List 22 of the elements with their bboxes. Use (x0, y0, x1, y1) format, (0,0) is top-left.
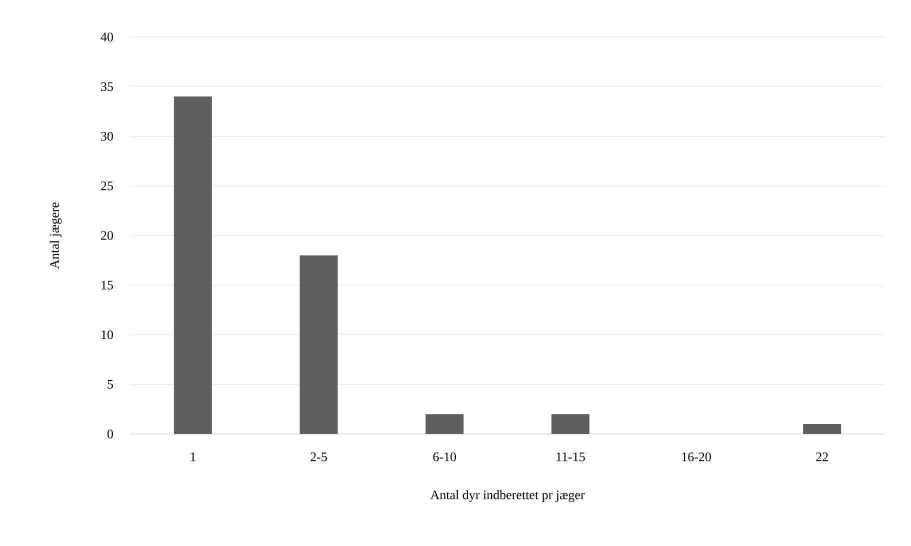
y-tick-label: 15 (102, 280, 113, 290)
y-tick-label: 30 (101, 132, 113, 141)
bar (551, 414, 590, 434)
y-tick-label: 20 (101, 231, 113, 240)
y-tick-label: 40 (100, 32, 113, 42)
y-tick-label: 5 (108, 380, 113, 389)
x-tick-label: 1 (190, 452, 196, 462)
x-tick-label: 16-20 (682, 452, 711, 462)
bar (803, 424, 842, 434)
y-tick-label: 25 (101, 181, 113, 190)
y-tick-label: 35 (101, 82, 113, 91)
x-tick-label: 22 (816, 452, 828, 462)
y-axis-title: Antal jægere (50, 202, 62, 269)
x-tick-label: 11-15 (556, 452, 585, 462)
y-tick-label: 10 (102, 330, 113, 340)
bar (300, 255, 338, 434)
y-tick-label: 0 (107, 430, 113, 438)
bar (174, 96, 212, 434)
x-axis-title: Antal dyr indberettet pr jæger (430, 490, 585, 502)
bar (426, 414, 464, 434)
x-tick-label: 6-10 (433, 452, 456, 462)
x-tick-label: 2-5 (310, 452, 327, 462)
